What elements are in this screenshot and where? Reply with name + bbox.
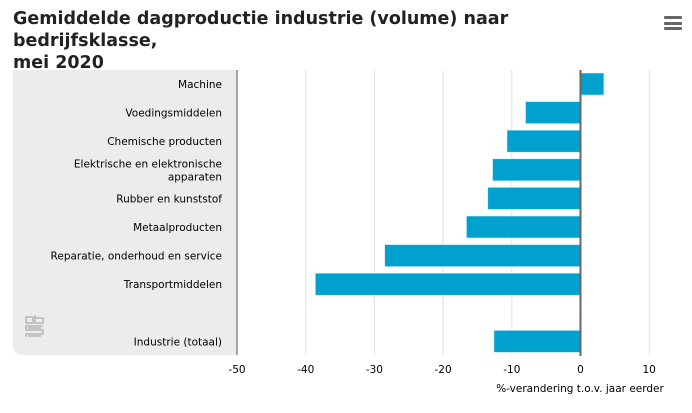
x-tick-label: -10 <box>503 364 520 376</box>
title-line-2: mei 2020 <box>13 53 104 73</box>
category-label: Transportmiddelen <box>123 279 222 291</box>
x-tick-label: -50 <box>228 364 245 376</box>
category-label: Rubber en kunststof <box>116 193 222 205</box>
hamburger-menu-icon[interactable] <box>664 16 682 30</box>
x-axis-label: %-verandering t.o.v. jaar eerder <box>496 383 664 395</box>
title-line-1: Gemiddelde dagproductie industrie (volum… <box>13 9 509 51</box>
bar[interactable] <box>384 244 581 267</box>
category-label: Industrie (totaal) <box>134 336 222 348</box>
x-tick-label: 10 <box>643 364 656 376</box>
category-label: Machine <box>178 79 222 91</box>
x-tick-label: -30 <box>366 364 383 376</box>
bar[interactable] <box>492 158 581 182</box>
category-label: Chemische producten <box>107 136 222 148</box>
bar[interactable] <box>580 72 605 96</box>
category-label: Reparatie, onderhoud en service <box>51 251 222 263</box>
bar[interactable] <box>315 272 581 296</box>
x-tick-label: -40 <box>297 364 314 376</box>
x-tick-label: -20 <box>435 364 452 376</box>
category-label-panel <box>13 70 237 355</box>
bar[interactable] <box>493 330 581 353</box>
bar[interactable] <box>525 101 581 124</box>
category-label: Voedingsmiddelen <box>125 108 222 120</box>
category-label: apparaten <box>168 171 222 183</box>
x-tick-label: 0 <box>577 364 584 376</box>
bar[interactable] <box>466 215 581 239</box>
category-label: Elektrische en elektronische <box>74 158 222 170</box>
cbs-logo-icon <box>25 315 44 337</box>
chart-title: Gemiddelde dagproductie industrie (volum… <box>13 8 633 74</box>
category-label: Metaalproducten <box>133 222 222 234</box>
bar[interactable] <box>487 187 581 210</box>
bar[interactable] <box>506 129 581 153</box>
